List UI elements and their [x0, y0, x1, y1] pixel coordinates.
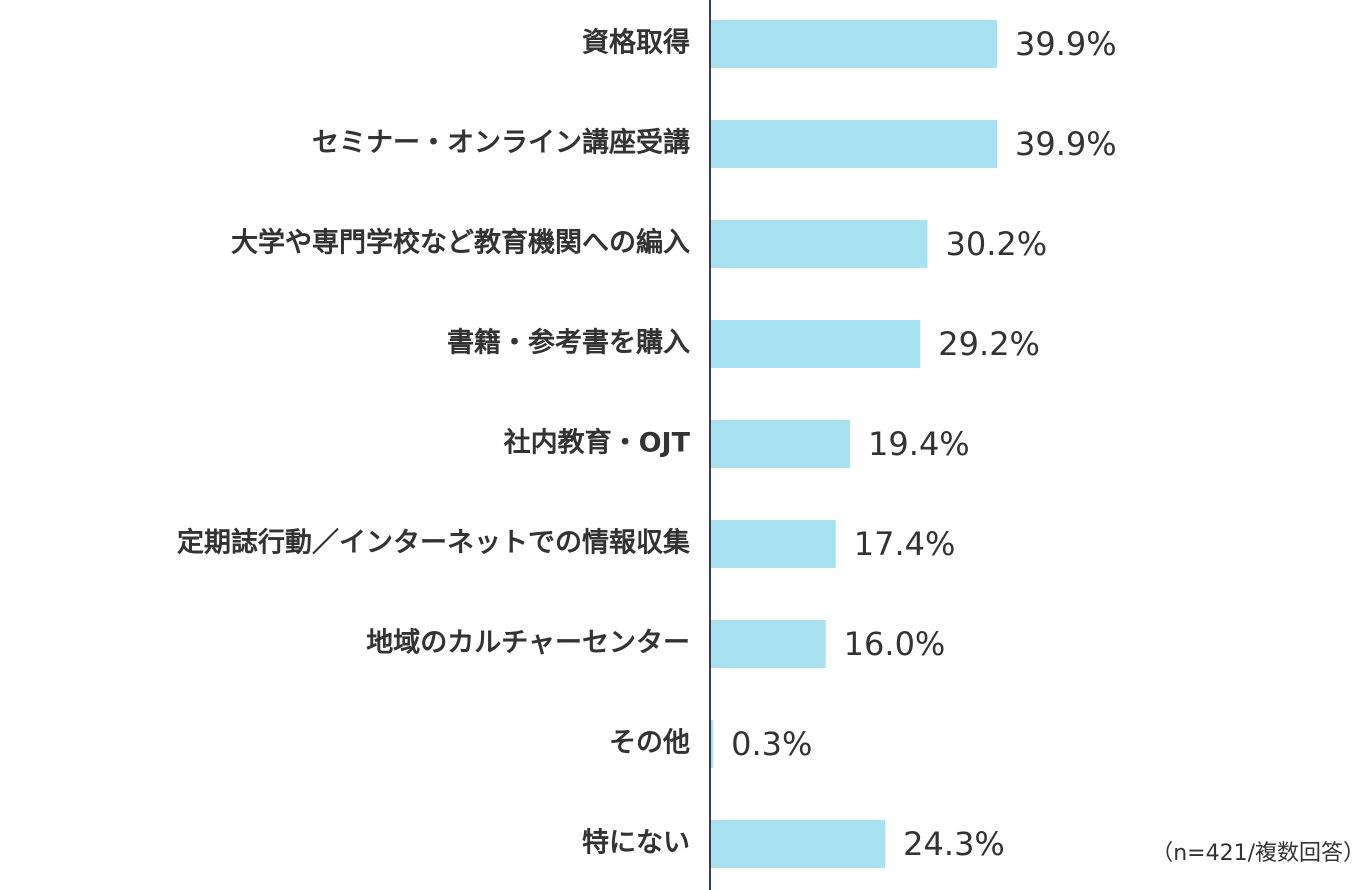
category-label: 定期誌行動／インターネットでの情報収集 [177, 527, 691, 559]
category-label: その他 [609, 728, 690, 759]
value-label: 39.9% [1015, 125, 1117, 163]
category-label: 特にない [582, 828, 690, 859]
bar [711, 820, 886, 868]
bar [711, 420, 851, 468]
value-label: 17.4% [854, 525, 956, 563]
bar [711, 220, 928, 268]
bar [711, 620, 826, 668]
category-label: 資格取得 [582, 28, 690, 59]
bar [711, 320, 921, 368]
category-label: セミナー・オンライン講座受講 [312, 127, 690, 159]
category-label: 書籍・参考書を購入 [447, 327, 690, 359]
bar [711, 720, 714, 768]
category-label: 社内教育・OJT [504, 427, 691, 459]
value-label: 0.3% [731, 725, 812, 763]
bar [711, 20, 997, 68]
bar [711, 520, 836, 568]
value-label: 29.2% [938, 325, 1040, 363]
value-label: 19.4% [868, 425, 970, 463]
value-label: 39.9% [1015, 25, 1117, 63]
value-label: 16.0% [844, 625, 946, 663]
value-label: 24.3% [903, 825, 1005, 863]
value-label: 30.2% [945, 225, 1047, 263]
annotation: （n=421/複数回答） [1151, 841, 1365, 866]
category-label: 地域のカルチャーセンター [366, 628, 690, 659]
category-label: 大学や専門学校など教育機関への編入 [231, 227, 690, 259]
bar [711, 120, 997, 168]
